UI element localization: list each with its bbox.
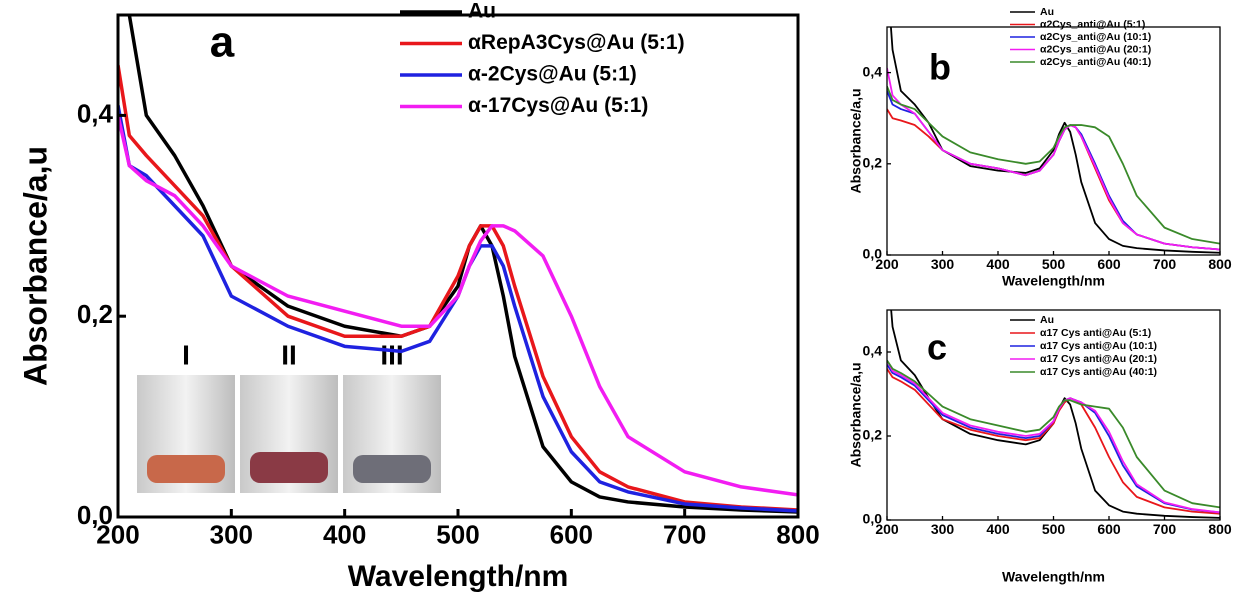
x-tick-label: 500 — [1042, 521, 1066, 537]
x-axis-label: Wavelength/nm — [1002, 273, 1105, 289]
legend-label: Au — [1040, 6, 1054, 18]
x-tick-label: 700 — [1153, 521, 1177, 537]
legend-label: α17 Cys anti@Au (5:1) — [1040, 327, 1151, 339]
series-line — [887, 67, 1220, 251]
y-tick-label: 0,0 — [863, 511, 883, 527]
panel: 0,0 0,2 0,4 200 300 400 500 600 700 800 Wavelength… — [17, 0, 819, 593]
y-tick-label: 0,2 — [863, 155, 883, 171]
inset-label: III — [380, 339, 403, 370]
series-line — [887, 90, 1220, 251]
legend-label: Au — [1040, 314, 1054, 326]
legend-label: α2Cys_anti@Au (5:1) — [1040, 18, 1145, 30]
panel-label: c — [927, 327, 947, 368]
panel-label: a — [210, 18, 235, 67]
x-tick-label: 600 — [1097, 521, 1121, 537]
x-tick-label: 500 — [436, 519, 479, 549]
series-line — [890, 27, 1220, 254]
inset-photos: I II III — [137, 339, 441, 493]
x-tick-label: 700 — [663, 519, 706, 549]
legend-label: αRepA3Cys@Au (5:1) — [468, 31, 685, 54]
legend-label: α2Cys_anti@Au (40:1) — [1040, 56, 1151, 68]
x-tick-label: 300 — [210, 519, 253, 549]
x-tick-label: 800 — [776, 519, 819, 549]
legend-label: Au — [468, 0, 496, 23]
legend-label: α-2Cys@Au (5:1) — [468, 63, 637, 86]
series-line — [890, 310, 1220, 519]
x-axis-label: Wavelength/nm — [1002, 569, 1105, 585]
series-line — [887, 85, 1220, 245]
y-axis-label: Absorbance/a,u — [17, 146, 53, 386]
x-tick-label: 600 — [550, 519, 593, 549]
x-tick-label: 800 — [1208, 256, 1232, 272]
y-axis-label: Absorbance/a,u — [848, 88, 864, 193]
series-line — [887, 359, 1220, 514]
legend-label: α2Cys_anti@Au (20:1) — [1040, 43, 1151, 55]
y-tick-label: 0,4 — [77, 98, 114, 128]
legend-label: α17 Cys anti@Au (20:1) — [1040, 353, 1157, 365]
legend-label: α2Cys_anti@Au (10:1) — [1040, 31, 1151, 43]
x-tick-label: 700 — [1153, 256, 1177, 272]
series-line — [118, 64, 798, 512]
y-tick-label: 0,4 — [863, 343, 883, 359]
inset-label: I — [182, 339, 190, 370]
y-axis-label: Absorbance/a,u — [848, 362, 864, 467]
x-tick-label: 400 — [986, 521, 1010, 537]
x-tick-label: 200 — [875, 521, 899, 537]
legend-label: α-17Cys@Au (5:1) — [468, 94, 648, 117]
y-tick-label: 0,2 — [863, 427, 883, 443]
vial-liquid — [353, 455, 431, 483]
x-tick-label: 800 — [1208, 521, 1232, 537]
vial-liquid — [250, 452, 328, 483]
legend-label: α17 Cys anti@Au (40:1) — [1040, 366, 1157, 378]
y-tick-label: 0,0 — [77, 500, 113, 530]
x-tick-label: 400 — [323, 519, 366, 549]
x-axis-label: Wavelength/nm — [348, 560, 569, 593]
x-tick-label: 200 — [875, 256, 899, 272]
panel: 0,0 0,2 0,4 200 300 400 500 600 700 800 Wavelength… — [848, 309, 1232, 585]
y-tick-label: 0,0 — [863, 246, 883, 262]
inset-label: II — [281, 339, 297, 370]
series-line — [887, 368, 1220, 515]
x-tick-label: 400 — [986, 256, 1010, 272]
vial-liquid — [147, 455, 225, 483]
series-line — [887, 364, 1220, 514]
series-line — [118, 115, 798, 497]
y-tick-label: 0,2 — [77, 299, 113, 329]
x-tick-label: 600 — [1097, 256, 1121, 272]
x-tick-label: 300 — [931, 521, 955, 537]
x-tick-label: 200 — [96, 519, 139, 549]
x-tick-label: 300 — [931, 256, 955, 272]
y-tick-label: 0,4 — [863, 63, 883, 79]
series-line — [887, 359, 1220, 509]
panel: 0,0 0,2 0,4 200 300 400 500 600 700 800 Wavelength… — [848, 6, 1232, 289]
panel-label: b — [929, 47, 951, 88]
legend-label: α17 Cys anti@Au (10:1) — [1040, 340, 1157, 352]
x-tick-label: 500 — [1042, 256, 1066, 272]
